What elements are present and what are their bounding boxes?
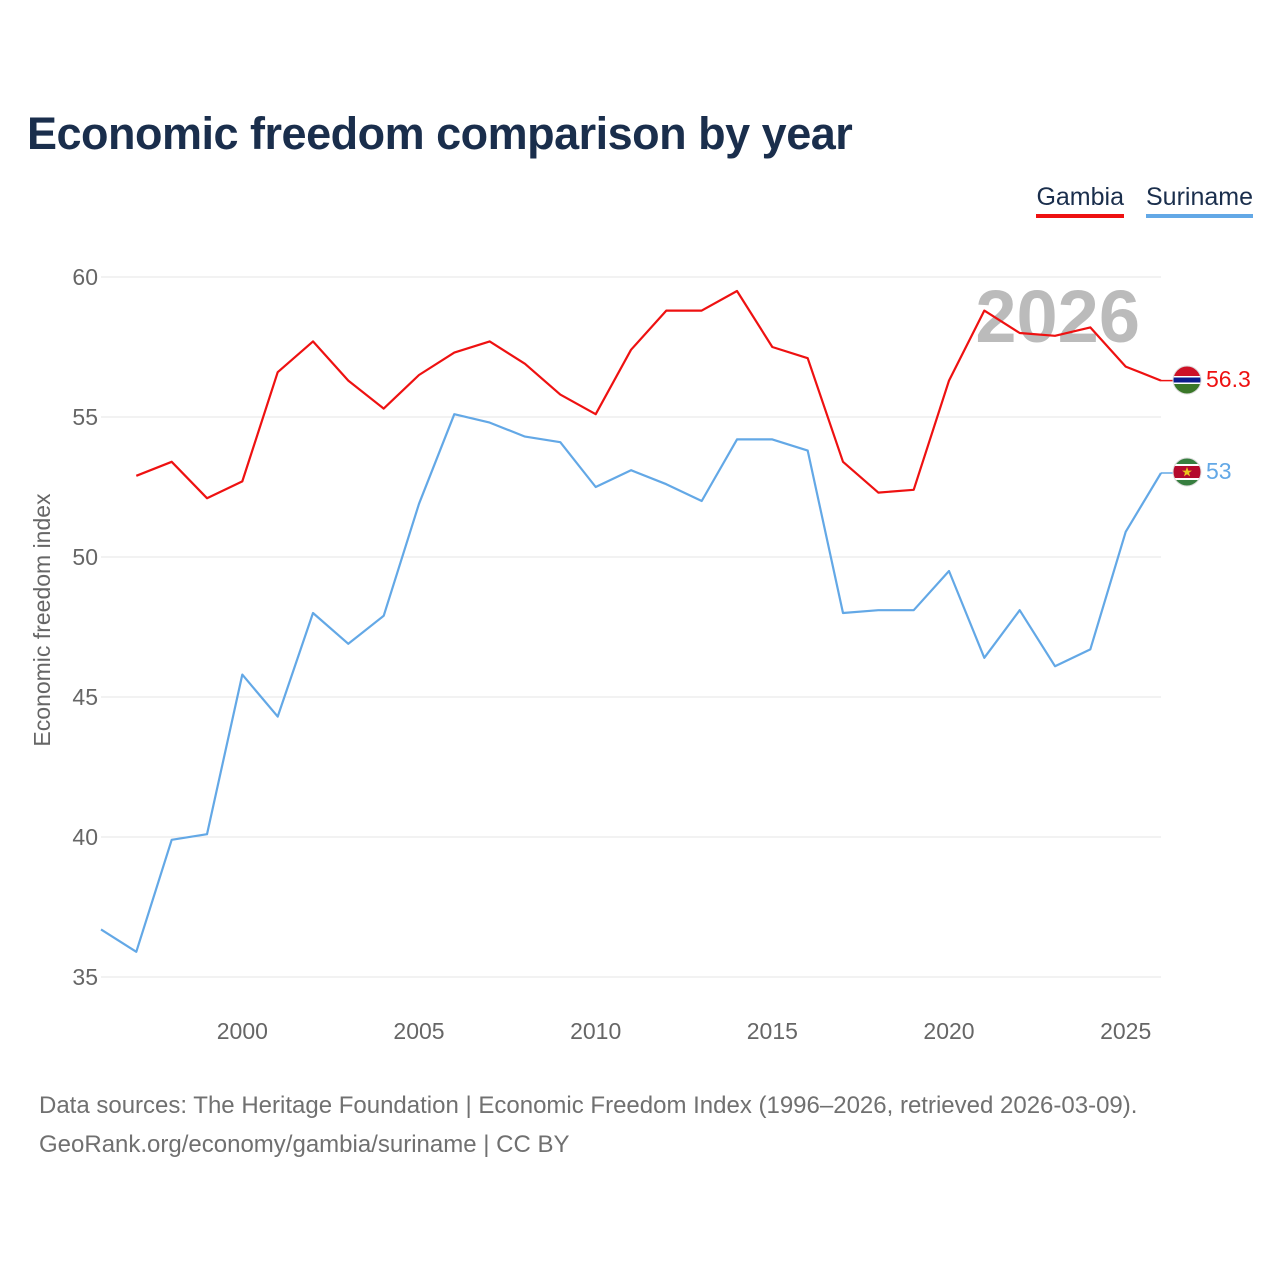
x-tick-label: 2020	[923, 1018, 974, 1044]
y-tick-label: 45	[72, 684, 98, 710]
x-tick-label: 2005	[393, 1018, 444, 1044]
x-tick-label: 2000	[217, 1018, 268, 1044]
x-tick-label: 2010	[570, 1018, 621, 1044]
suriname-flag-icon	[1172, 457, 1202, 487]
y-tick-label: 40	[72, 824, 98, 850]
gambia-end-label: 56.3	[1206, 366, 1251, 392]
grid	[101, 276, 1161, 978]
y-axis-label: Economic freedom index	[29, 493, 55, 747]
chart-title: Economic freedom comparison by year	[27, 108, 853, 159]
y-axis-ticks: 35 40 45 50 55 60	[72, 264, 98, 990]
y-tick-label: 60	[72, 264, 98, 290]
year-watermark: 2026	[975, 275, 1140, 358]
suriname-end-label: 53	[1206, 458, 1232, 484]
y-tick-label: 55	[72, 404, 98, 430]
gambia-flag-icon	[1172, 365, 1202, 395]
legend: Gambia Suriname	[1036, 183, 1253, 218]
attribution-link[interactable]: GeoRank.org/economy/gambia/suriname | CC…	[39, 1131, 570, 1158]
x-tick-label: 2015	[747, 1018, 798, 1044]
x-axis-ticks: 2000 2005 2010 2015 2020 2025	[217, 1018, 1152, 1044]
x-tick-label: 2025	[1100, 1018, 1151, 1044]
y-tick-label: 50	[72, 544, 98, 570]
series-lines	[100, 289, 1173, 953]
legend-item-suriname[interactable]: Suriname	[1146, 183, 1253, 218]
data-sources: Data sources: The Heritage Foundation | …	[39, 1092, 1138, 1119]
series-line-gambia	[135, 289, 1162, 500]
footer: Data sources: The Heritage Foundation | …	[39, 1086, 1137, 1164]
y-tick-label: 35	[72, 964, 98, 990]
series-line-suriname	[100, 413, 1162, 953]
legend-item-gambia[interactable]: Gambia	[1036, 183, 1124, 218]
